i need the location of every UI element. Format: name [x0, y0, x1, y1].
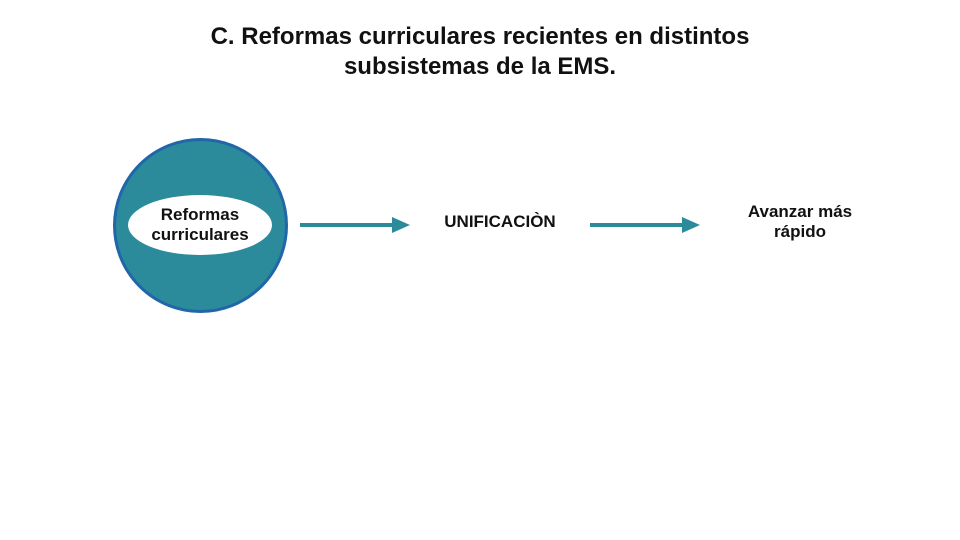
node-reformas-label: Reformas curriculares [125, 192, 275, 258]
node-unificacion: UNIFICACIÒN [420, 202, 580, 242]
arrow-1 [300, 217, 410, 233]
node-reformas-text: Reformas curriculares [151, 205, 248, 244]
node-reformas-line1: Reformas [161, 205, 239, 224]
node-unificacion-line1: UNIFICACIÒN [444, 212, 555, 232]
node-avanzar-text: Avanzar más rápido [748, 202, 852, 243]
arrow-2 [590, 217, 700, 233]
slide-title-line2: subsistemas de la EMS. [344, 53, 616, 80]
slide-title: C. Reformas curriculares recientes en di… [0, 22, 960, 82]
slide-title-line1: C. Reformas curriculares recientes en di… [211, 23, 750, 50]
node-reformas-line2: curriculares [151, 225, 248, 244]
node-avanzar-line2: rápido [774, 222, 826, 241]
node-avanzar-line1: Avanzar más [748, 202, 852, 221]
node-avanzar: Avanzar más rápido [710, 197, 890, 247]
diagram-canvas: C. Reformas curriculares recientes en di… [0, 0, 960, 540]
